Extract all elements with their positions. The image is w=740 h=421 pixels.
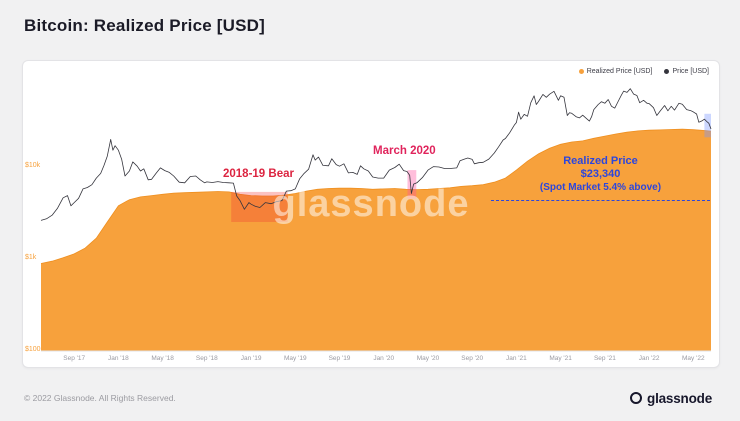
annotation-realized-price: Realized Price $23,340 (Spot Market 5.4%… — [491, 155, 710, 201]
legend-item-label: Realized Price [USD] — [587, 68, 653, 75]
glassnode-logo: glassnode — [630, 391, 712, 406]
page-title: Bitcoin: Realized Price [USD] — [24, 16, 265, 36]
realized-price-annotation-value: $23,340 — [491, 168, 710, 181]
y-tick-label: $10k — [25, 162, 41, 169]
y-tick-label: $1k — [25, 254, 37, 261]
x-tick-label: Jan '19 — [241, 355, 262, 362]
realized-price-legend-dot-icon — [579, 69, 584, 74]
realized-price-annotation-note: (Spot Market 5.4% above) — [491, 181, 710, 194]
legend-item-price[interactable]: Price [USD] — [664, 68, 709, 75]
glassnode-logo-text: glassnode — [647, 391, 712, 406]
x-tick-label: May '20 — [417, 355, 440, 362]
chart-card: $10k $1k $100 Sep '17 Jan '18 May '18 Sep '18 J… — [22, 60, 720, 368]
page-footer: © 2022 Glassnode. All Rights Reserved. g… — [24, 386, 712, 410]
annotation-march-2020: March 2020 — [373, 145, 436, 157]
price-legend-dot-icon — [664, 69, 669, 74]
glassnode-ring-icon — [630, 392, 642, 404]
bear-2018-19-highlight — [231, 192, 287, 222]
x-tick-label: May '21 — [549, 355, 572, 362]
copyright-text: © 2022 Glassnode. All Rights Reserved. — [24, 393, 176, 403]
x-tick-label: Sep '17 — [63, 355, 85, 362]
legend-item-realized-price[interactable]: Realized Price [USD] — [579, 68, 653, 75]
x-tick-label: Jan '21 — [506, 355, 527, 362]
realized-price-annotation-title: Realized Price — [491, 155, 710, 168]
realized-price-chart: $10k $1k $100 Sep '17 Jan '18 May '18 Sep '18 J… — [23, 61, 719, 367]
y-tick-label: $100 — [25, 346, 41, 353]
x-tick-label: Sep '20 — [461, 355, 483, 362]
x-tick-label: May '19 — [284, 355, 307, 362]
chart-legend: Realized Price [USD] Price [USD] — [579, 68, 709, 75]
x-tick-label: Jan '22 — [639, 355, 660, 362]
x-tick-label: Sep '19 — [329, 355, 351, 362]
annotation-2018-19-bear: 2018-19 Bear — [223, 168, 294, 180]
x-tick-label: May '18 — [151, 355, 174, 362]
x-tick-label: Jan '18 — [108, 355, 129, 362]
x-tick-label: Sep '21 — [594, 355, 616, 362]
x-tick-label: May '22 — [682, 355, 705, 362]
x-tick-label: Jan '20 — [373, 355, 394, 362]
legend-item-label: Price [USD] — [672, 68, 709, 75]
x-tick-label: Sep '18 — [196, 355, 218, 362]
